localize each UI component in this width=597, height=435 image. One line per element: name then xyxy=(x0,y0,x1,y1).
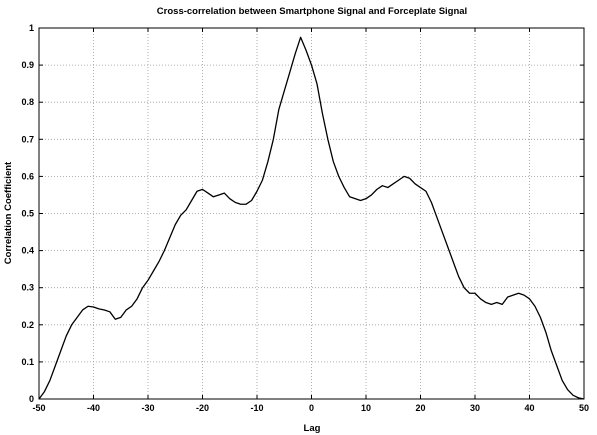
x-tick-label: -50 xyxy=(32,403,45,413)
grid-lines xyxy=(39,28,584,399)
y-tick-label: 0.2 xyxy=(21,320,34,330)
series-line xyxy=(38,36,585,400)
y-tick-label: 0.7 xyxy=(21,134,34,144)
plot-frame xyxy=(38,27,585,400)
axis-ticks xyxy=(38,27,585,400)
y-tick-label: 0.3 xyxy=(21,283,34,293)
x-tick-label: 30 xyxy=(470,403,480,413)
x-tick-label: 50 xyxy=(579,403,589,413)
y-tick-label: 0 xyxy=(29,394,34,404)
x-tick-label: -10 xyxy=(250,403,263,413)
x-tick-label: 40 xyxy=(524,403,534,413)
y-tick-label: 0.8 xyxy=(21,97,34,107)
x-tick-label: 0 xyxy=(309,403,314,413)
y-axis-label: Correlation Coefficient xyxy=(3,161,14,264)
y-tick-label: 1 xyxy=(29,23,34,33)
x-tick-label: 10 xyxy=(361,403,371,413)
x-tick-label: -20 xyxy=(196,403,209,413)
tick-labels: -50 -40 -30 -20 -10 0 10 20 30 40 50 0 0.1 0.2 0.3 0.4 0… xyxy=(21,23,589,413)
y-tick-label: 0.6 xyxy=(21,171,34,181)
y-tick-label: 0.4 xyxy=(21,246,34,256)
y-tick-label: 0.5 xyxy=(21,209,34,219)
x-tick-label: -40 xyxy=(87,403,100,413)
x-axis-label: Lag xyxy=(304,423,321,434)
x-tick-label: 20 xyxy=(415,403,425,413)
chart-title: Cross-correlation between Smartphone Sig… xyxy=(157,6,467,17)
x-tick-label: -30 xyxy=(141,403,154,413)
y-tick-label: 0.9 xyxy=(21,60,34,70)
y-tick-label: 0.1 xyxy=(21,357,34,367)
